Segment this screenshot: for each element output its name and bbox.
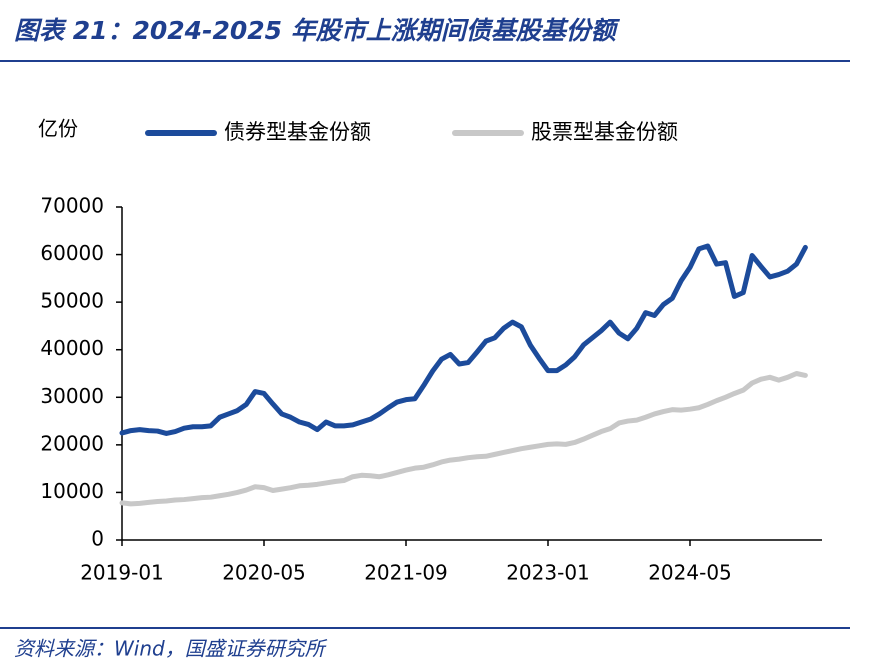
y-tick-label: 30000 xyxy=(40,384,104,408)
legend-label: 债券型基金份额 xyxy=(224,120,371,144)
y-tick-label: 60000 xyxy=(40,241,104,265)
y-unit: 亿份 xyxy=(38,117,78,141)
y-tick-label: 40000 xyxy=(40,336,104,360)
x-tick-label: 2019-01 xyxy=(80,561,164,585)
y-tick-label: 10000 xyxy=(40,479,104,503)
y-tick-label: 0 xyxy=(91,527,104,551)
series-line xyxy=(119,243,808,436)
y-tick-label: 70000 xyxy=(40,194,104,218)
chart-title: 图表 21：2024-2025 年股市上涨期间债基股基份额 xyxy=(14,16,621,45)
source: 资料来源：Wind，国盛证券研究所 xyxy=(14,637,328,661)
x-tick-label: 2021-09 xyxy=(364,561,448,585)
y-tick-label: 50000 xyxy=(40,289,104,313)
x-tick-label: 2024-05 xyxy=(648,561,732,585)
legend-label: 股票型基金份额 xyxy=(531,120,678,144)
series-line xyxy=(119,371,808,507)
x-tick-label: 2020-05 xyxy=(222,561,306,585)
x-tick-label: 2023-01 xyxy=(506,561,590,585)
y-tick-label: 20000 xyxy=(40,431,104,455)
